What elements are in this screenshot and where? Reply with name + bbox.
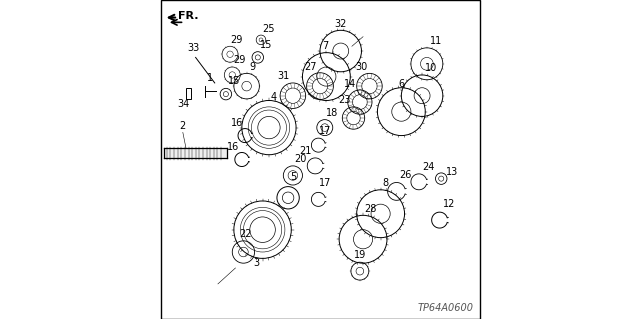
Text: 6: 6 (398, 79, 404, 89)
Text: 33: 33 (187, 43, 199, 53)
Text: 14: 14 (344, 79, 356, 89)
Text: TP64A0600: TP64A0600 (417, 303, 473, 313)
Text: 27: 27 (304, 62, 317, 72)
Text: 1: 1 (207, 73, 213, 83)
Text: 16: 16 (227, 142, 239, 152)
Text: 23: 23 (338, 95, 350, 105)
Text: FR.: FR. (178, 11, 198, 21)
Text: 32: 32 (335, 19, 347, 29)
Text: 8: 8 (382, 178, 388, 188)
Text: 30: 30 (355, 62, 367, 72)
Text: 19: 19 (354, 250, 366, 260)
Text: 21: 21 (300, 146, 312, 156)
Text: 11: 11 (430, 36, 442, 46)
Text: 22: 22 (239, 229, 252, 239)
Text: 29: 29 (230, 35, 243, 45)
Text: 17: 17 (319, 126, 332, 136)
Text: 3: 3 (253, 258, 259, 268)
Text: 15: 15 (227, 76, 240, 86)
Text: 5: 5 (290, 172, 296, 182)
Text: 31: 31 (278, 71, 290, 81)
Text: 24: 24 (422, 162, 435, 172)
Text: 28: 28 (365, 204, 377, 214)
Text: 20: 20 (294, 154, 307, 164)
Text: 10: 10 (425, 63, 438, 73)
Text: 2: 2 (180, 121, 186, 131)
Text: 34: 34 (177, 99, 189, 109)
Text: 15: 15 (260, 41, 273, 50)
Text: 7: 7 (323, 41, 329, 51)
Text: 17: 17 (319, 178, 332, 188)
Text: 16: 16 (230, 118, 243, 128)
Bar (186, 88, 191, 99)
Text: 25: 25 (262, 24, 275, 34)
Text: 13: 13 (446, 167, 458, 177)
Text: 18: 18 (326, 108, 338, 118)
Text: 4: 4 (271, 92, 277, 102)
Text: 12: 12 (443, 199, 455, 209)
Text: 9: 9 (250, 62, 256, 72)
Text: 29: 29 (233, 56, 246, 65)
Text: 26: 26 (399, 170, 412, 180)
